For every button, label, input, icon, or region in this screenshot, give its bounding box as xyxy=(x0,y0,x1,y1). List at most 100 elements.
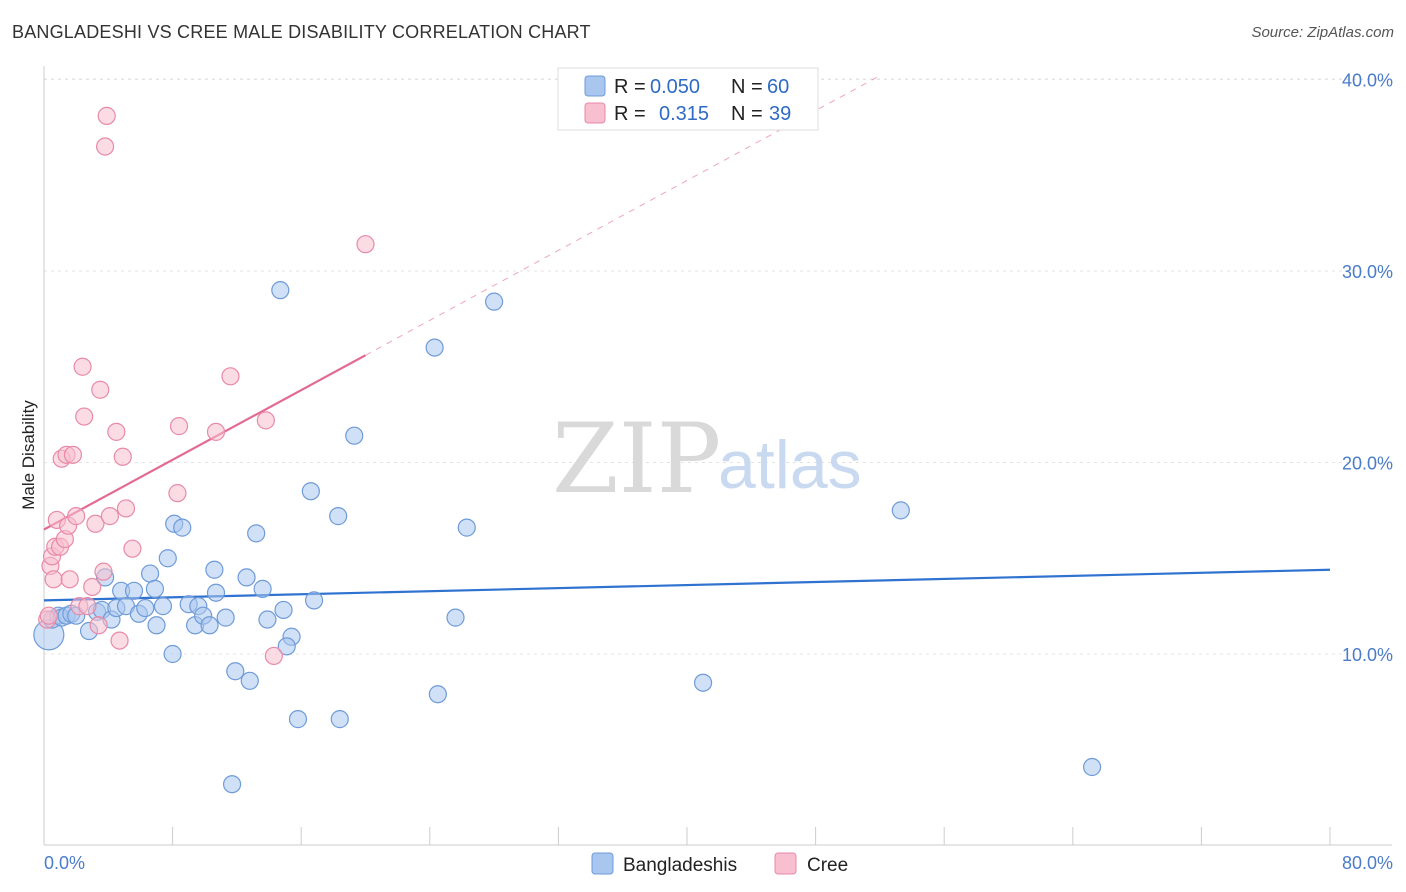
legend-n-value-1: 60 xyxy=(767,76,789,98)
watermark-zip: ZIP xyxy=(552,403,721,515)
data-point-cree xyxy=(100,507,120,526)
data-point-bangladeshis xyxy=(136,598,155,618)
watermark-atlas: atlas xyxy=(718,427,862,503)
data-point-bangladeshis xyxy=(330,710,349,729)
data-point-cree xyxy=(206,422,226,441)
y-tick-label-40: 40.0% xyxy=(1342,71,1393,91)
data-point-bangladeshis xyxy=(277,637,296,656)
data-point-bangladeshis xyxy=(205,560,224,579)
legend-r-value-1: 0.050 xyxy=(650,76,700,98)
data-point-cree xyxy=(95,137,115,156)
bottom-legend-swatch-cree xyxy=(774,852,797,875)
data-point-bangladeshis xyxy=(428,685,447,704)
y-tick-label-20: 20.0% xyxy=(1342,454,1393,474)
trend-lines xyxy=(43,75,1331,602)
data-point-cree xyxy=(116,499,136,518)
data-point-bangladeshis xyxy=(145,579,165,598)
data-point-cree xyxy=(83,577,102,597)
data-point-bangladeshis xyxy=(253,579,272,598)
bottom-legend: Bangladeshis Cree xyxy=(591,852,848,876)
x-tick-label-max: 80.0% xyxy=(1342,853,1393,873)
trend-line-bangladeshis xyxy=(43,568,1331,602)
data-point-bangladeshis xyxy=(147,616,166,635)
data-point-bangladeshis xyxy=(200,616,219,635)
data-point-cree xyxy=(60,570,79,589)
data-point-cree xyxy=(113,447,132,466)
y-axis-label: Male Disability xyxy=(19,400,38,510)
data-point-bangladeshis xyxy=(301,482,320,501)
data-point-bangladeshis xyxy=(216,608,235,627)
data-point-cree xyxy=(264,646,283,666)
data-point-bangladeshis xyxy=(258,610,277,629)
trend-line-cree xyxy=(43,354,367,531)
legend-r-value-2: 0.315 xyxy=(659,103,709,125)
y-tick-label-10: 10.0% xyxy=(1342,645,1393,665)
data-point-cree xyxy=(63,445,83,464)
data-point-cree xyxy=(110,631,129,650)
data-point-bangladeshis xyxy=(345,426,364,445)
grid-lines xyxy=(44,78,1392,655)
data-point-bangladeshis xyxy=(124,581,144,600)
data-point-cree xyxy=(91,380,110,399)
source-label: Source: ZipAtlas.com xyxy=(1251,24,1394,41)
data-point-cree xyxy=(75,407,94,426)
legend-swatch-cree xyxy=(584,102,606,124)
data-point-bangladeshis xyxy=(457,518,476,537)
data-point-bangladeshis xyxy=(891,501,910,520)
data-point-bangladeshis xyxy=(288,710,308,729)
data-point-bangladeshis xyxy=(153,597,173,616)
data-point-bangladeshis xyxy=(304,591,324,610)
data-point-cree xyxy=(123,539,142,558)
bottom-legend-label-bangladeshis: Bangladeshis xyxy=(623,855,737,876)
data-point-cree xyxy=(39,606,58,625)
chart-title: BANGLADESHI VS CREE MALE DISABILITY CORR… xyxy=(12,22,591,42)
data-point-bangladeshis xyxy=(425,338,444,357)
data-point-bangladeshis xyxy=(237,568,256,587)
data-point-cree xyxy=(78,597,97,616)
data-point-bangladeshis xyxy=(173,518,192,537)
legend-swatch-bangladeshis xyxy=(584,75,606,97)
axes xyxy=(43,66,1392,846)
legend-n-value-2: 39 xyxy=(769,103,791,125)
data-point-bangladeshis xyxy=(226,662,245,681)
data-point-bangladeshis xyxy=(329,507,348,526)
bottom-legend-swatch-bangladeshis xyxy=(591,852,614,875)
bottom-legend-label-cree: Cree xyxy=(807,855,848,876)
legend-n-label-2: N = xyxy=(731,103,763,125)
data-point-bangladeshis xyxy=(140,564,160,583)
data-point-cree xyxy=(97,106,116,125)
data-point-cree xyxy=(86,514,105,533)
legend-r-label-1: R = xyxy=(614,76,646,98)
data-point-bangladeshis xyxy=(163,644,182,664)
legend-r-label-2: R = xyxy=(614,103,646,125)
data-point-cree xyxy=(67,507,86,526)
data-point-cree xyxy=(89,616,108,635)
trend-line-cree-extended xyxy=(365,75,881,356)
data-point-cree xyxy=(256,411,275,430)
data-point-cree xyxy=(168,484,187,503)
data-point-bangladeshis xyxy=(158,549,177,568)
y-tick-label-30: 30.0% xyxy=(1342,262,1393,282)
tick-labels: 10.0% 20.0% 30.0% 40.0% 0.0% 80.0% xyxy=(44,71,1393,874)
data-point-bangladeshis xyxy=(247,524,266,543)
data-point-bangladeshis xyxy=(446,608,465,627)
data-point-cree xyxy=(94,562,113,581)
data-point-cree xyxy=(73,357,92,376)
data-point-cree xyxy=(356,235,375,254)
legend-n-label-1: N = xyxy=(731,76,763,98)
data-point-cree xyxy=(107,422,126,441)
data-point-cree xyxy=(44,570,63,589)
data-points xyxy=(33,106,1102,794)
data-point-bangladeshis xyxy=(240,671,259,690)
data-point-bangladeshis xyxy=(222,775,242,794)
x-tick-label-min: 0.0% xyxy=(44,853,85,873)
data-point-bangladeshis xyxy=(274,600,293,620)
data-point-bangladeshis xyxy=(485,292,504,311)
data-point-cree xyxy=(221,367,240,386)
legend-box: R = 0.050 N = 60 R = 0.315 N = 39 xyxy=(557,67,819,131)
data-point-bangladeshis xyxy=(1082,757,1102,777)
data-point-bangladeshis xyxy=(693,673,713,692)
data-point-bangladeshis xyxy=(206,583,226,602)
data-point-bangladeshis xyxy=(271,281,290,300)
